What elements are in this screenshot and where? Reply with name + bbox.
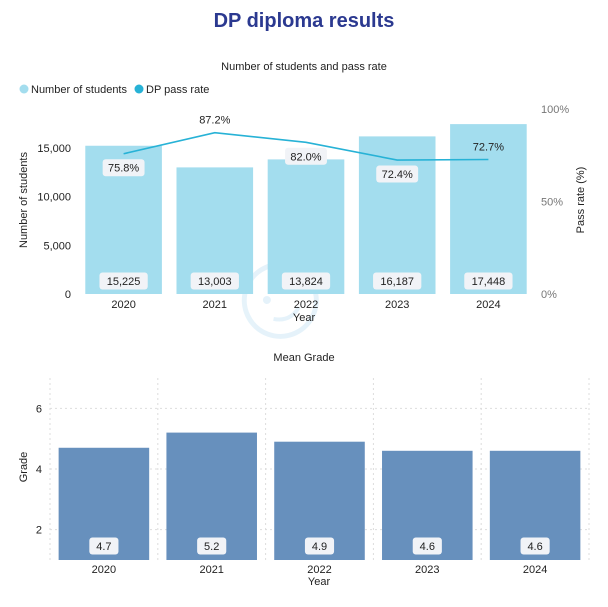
legend-students-marker <box>19 84 29 94</box>
chart1-ytick: 15,000 <box>37 143 71 155</box>
chart2-xtick: 2023 <box>415 564 439 576</box>
passrate-data-label-text: 82.0% <box>290 151 321 163</box>
grade-data-label-text: 4.6 <box>527 541 542 553</box>
students-bar <box>358 136 436 294</box>
chart2-ytick: 4 <box>36 464 42 476</box>
passrate-data-label: 82.0% <box>285 147 327 165</box>
grade-data-label: 4.7 <box>89 537 119 555</box>
students-data-label: 15,225 <box>99 272 148 290</box>
students-data-label-box <box>464 272 513 290</box>
grade-data-label-text: 5.2 <box>204 541 219 553</box>
grade-data-label-box <box>89 537 119 555</box>
mean-grade-chart: Mean Grade 2 4 6 4.7 5.2 4.9 4.6 4.6 2020 2021 2… <box>18 352 590 588</box>
students-data-label-box <box>281 272 331 290</box>
grade-data-label: 4.6 <box>412 537 442 555</box>
chart1-xtick: 2023 <box>385 299 409 311</box>
students-data-label-box <box>373 272 422 290</box>
students-data-label-text: 16,187 <box>380 276 414 288</box>
chart1-ytick: 5,000 <box>43 240 71 252</box>
chart1-legend: Number of students DP pass rate <box>19 84 209 96</box>
chart2-xtick: 2024 <box>523 564 547 576</box>
passrate-line <box>123 131 489 161</box>
passrate-data-label-box <box>376 165 419 183</box>
chart1-xlabel: Year <box>293 312 316 324</box>
chart1-xtick: 2020 <box>111 299 135 311</box>
chart2-title: Mean Grade <box>273 352 334 364</box>
students-data-label-box <box>99 272 148 290</box>
grade-data-label-box <box>197 537 227 555</box>
chart1-xtick: 2022 <box>294 299 318 311</box>
students-bar <box>267 159 345 294</box>
students-data-label-text: 17,448 <box>472 276 506 288</box>
students-data-label: 13,824 <box>281 272 331 290</box>
legend-passrate-label: DP pass rate <box>146 84 209 96</box>
chart2-xlabel: Year <box>308 576 331 588</box>
passrate-data-label-text: 75.8% <box>108 163 139 175</box>
students-data-label-text: 13,824 <box>289 276 323 288</box>
grade-data-label-box <box>304 537 335 555</box>
passrate-data-label-box <box>285 147 327 165</box>
passrate-data-label-box <box>102 159 145 177</box>
grade-data-label-text: 4.9 <box>312 541 327 553</box>
students-data-label: 13,003 <box>190 272 239 290</box>
grade-data-label: 4.9 <box>304 537 335 555</box>
grade-data-label-box <box>520 537 550 555</box>
legend-students-label: Number of students <box>31 84 127 96</box>
chart2-ylabel: Grade <box>18 452 30 483</box>
page-title: DP diploma results <box>213 10 395 32</box>
chart1-xtick: 2024 <box>476 299 500 311</box>
passrate-data-label: 87.2% <box>199 115 230 127</box>
students-data-label: 16,187 <box>373 272 422 290</box>
students-data-label-text: 15,225 <box>107 276 141 288</box>
students-data-label-box <box>190 272 239 290</box>
passrate-data-label: 75.8% <box>102 159 145 177</box>
chart1-ylabel: Number of students <box>18 152 30 248</box>
chart2-ytick: 2 <box>36 525 42 537</box>
students-passrate-chart: Number of students and pass rate Number … <box>18 61 587 324</box>
passrate-data-label: 72.4% <box>376 165 419 183</box>
chart1-y2label: Pass rate (%) <box>575 167 587 234</box>
chart1-y2tick: 0% <box>541 289 557 301</box>
grade-data-label-box <box>412 537 442 555</box>
passrate-data-label-text: 72.4% <box>382 169 413 181</box>
chart2-xtick: 2021 <box>199 564 223 576</box>
chart1-y2tick: 50% <box>541 197 563 209</box>
students-data-label: 17,448 <box>464 272 513 290</box>
chart1-ytick: 10,000 <box>37 192 71 204</box>
students-bar <box>450 124 527 295</box>
chart1-ytick: 0 <box>65 289 71 301</box>
chart1-y2tick: 100% <box>541 104 569 116</box>
grade-data-label: 4.6 <box>520 537 550 555</box>
chart2-xtick: 2022 <box>307 564 331 576</box>
students-data-label-text: 13,003 <box>198 276 232 288</box>
grade-data-label-text: 4.6 <box>420 541 435 553</box>
chart2-xtick: 2020 <box>92 564 116 576</box>
grade-data-label: 5.2 <box>197 537 227 555</box>
chart2-ytick: 6 <box>36 403 42 415</box>
chart1-title: Number of students and pass rate <box>221 61 387 73</box>
chart1-xtick: 2021 <box>203 299 227 311</box>
passrate-data-label: 72.7% <box>473 142 504 154</box>
grade-data-label-text: 4.7 <box>96 541 111 553</box>
legend-passrate-marker <box>134 84 144 94</box>
